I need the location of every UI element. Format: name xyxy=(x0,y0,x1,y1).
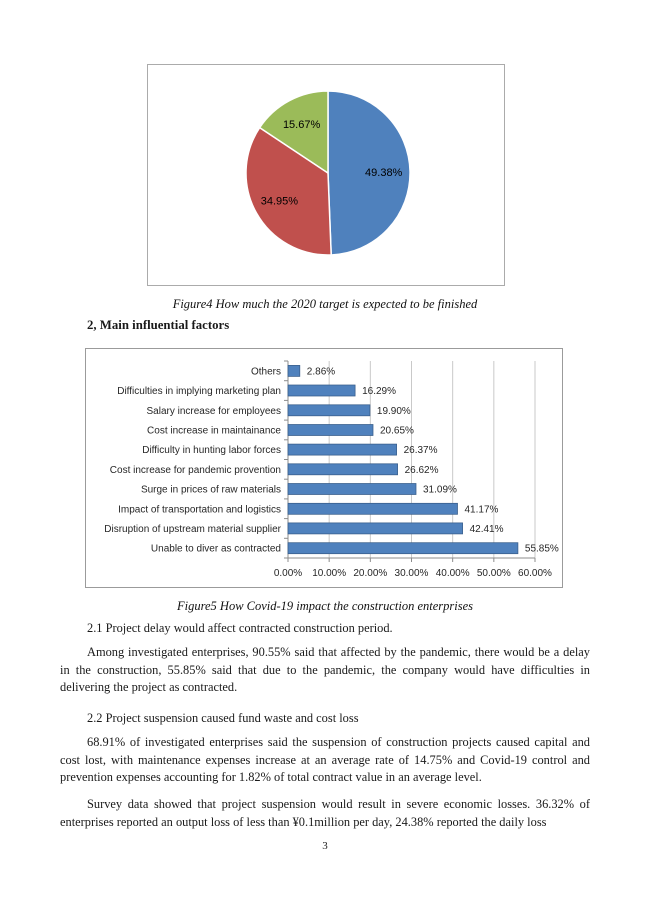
bar-value-label: 31.09% xyxy=(423,485,457,496)
pie-slice-label: 49.38% xyxy=(365,167,403,179)
bar-category-label: Surge in prices of raw materials xyxy=(141,485,281,496)
bar xyxy=(287,483,417,495)
x-axis-tick-label: 40.00% xyxy=(436,568,470,579)
bar xyxy=(287,404,371,417)
bar-value-label: 26.37% xyxy=(404,445,438,456)
bar xyxy=(287,522,463,535)
x-axis-tick-label: 30.00% xyxy=(395,568,429,579)
pie-slice xyxy=(327,90,411,256)
bar xyxy=(287,463,398,476)
figure4-pie-chart: 49.38% 34.95% 15.67% xyxy=(147,64,505,286)
page-number: 3 xyxy=(322,840,328,852)
figure5-caption: Figure5 How Covid-19 impact the construc… xyxy=(176,599,474,613)
bar-category-label: Difficulty in hunting labor forces xyxy=(142,445,281,456)
bar-category-label: Salary increase for employees xyxy=(146,406,281,417)
pie-chart-canvas: 49.38% 34.95% 15.67% xyxy=(245,90,411,256)
bar-value-label: 19.90% xyxy=(377,406,411,417)
bar-category-label: Unable to diver as contracted xyxy=(151,544,281,555)
paragraph-fund-waste: 68.91% of investigated enterprises said … xyxy=(60,735,590,785)
bar-value-label: 41.17% xyxy=(465,504,499,515)
bar-value-label: 16.29% xyxy=(362,386,396,397)
bar-category-label: Others xyxy=(251,366,281,377)
x-axis-tick-label: 0.00% xyxy=(274,568,302,579)
bar xyxy=(287,542,519,555)
bar xyxy=(287,424,374,436)
pie-slice xyxy=(245,126,332,256)
bar-category-label: Disruption of upstream material supplier xyxy=(104,524,281,535)
bar-chart-canvas: 0.00% 10.00% 20.00% 30.00% 40.00% 50.00% 60.00… xyxy=(104,360,559,579)
bar-value-label: 20.65% xyxy=(380,426,414,437)
x-axis-tick-label: 10.00% xyxy=(312,568,346,579)
bar xyxy=(287,443,397,456)
bar xyxy=(287,384,356,397)
bar-category-label: Cost increase for pandemic provention xyxy=(110,465,281,476)
x-axis-tick-label: 50.00% xyxy=(477,568,511,579)
paragraph-survey-losses: Survey data showed that project suspensi… xyxy=(60,797,590,829)
bar-category-label: Cost increase in maintainance xyxy=(147,426,281,437)
figure5-bar-chart: 0.00% 10.00% 20.00% 30.00% 40.00% 50.00% 60.00… xyxy=(85,348,563,588)
bar-category-label: Impact of transportation and logistics xyxy=(118,504,281,515)
bar-value-label: 55.85% xyxy=(525,544,559,555)
paragraph-2-1-heading: 2.1 Project delay would affect contracte… xyxy=(87,621,393,635)
pie-slice xyxy=(258,90,329,174)
pie-slice-label: 15.67% xyxy=(283,119,321,131)
bar-value-label: 26.62% xyxy=(405,465,439,476)
bar-category-label: Difficulties in implying marketing plan xyxy=(117,386,281,397)
x-axis-tick-label: 60.00% xyxy=(518,568,552,579)
pie-slice-label: 34.95% xyxy=(261,195,299,207)
bar-value-label: 42.41% xyxy=(470,524,504,535)
paragraph-2-2-heading: 2.2 Project suspension caused fund waste… xyxy=(87,711,359,725)
figure4-caption: Figure4 How much the 2020 target is expe… xyxy=(172,297,478,311)
section-heading: 2, Main influential factors xyxy=(87,318,230,332)
bar-value-label: 2.86% xyxy=(307,366,335,377)
x-axis-tick-label: 20.00% xyxy=(353,568,387,579)
paragraph-project-delay: Among investigated enterprises, 90.55% s… xyxy=(60,645,590,695)
bar xyxy=(287,502,458,515)
bar xyxy=(287,365,301,377)
